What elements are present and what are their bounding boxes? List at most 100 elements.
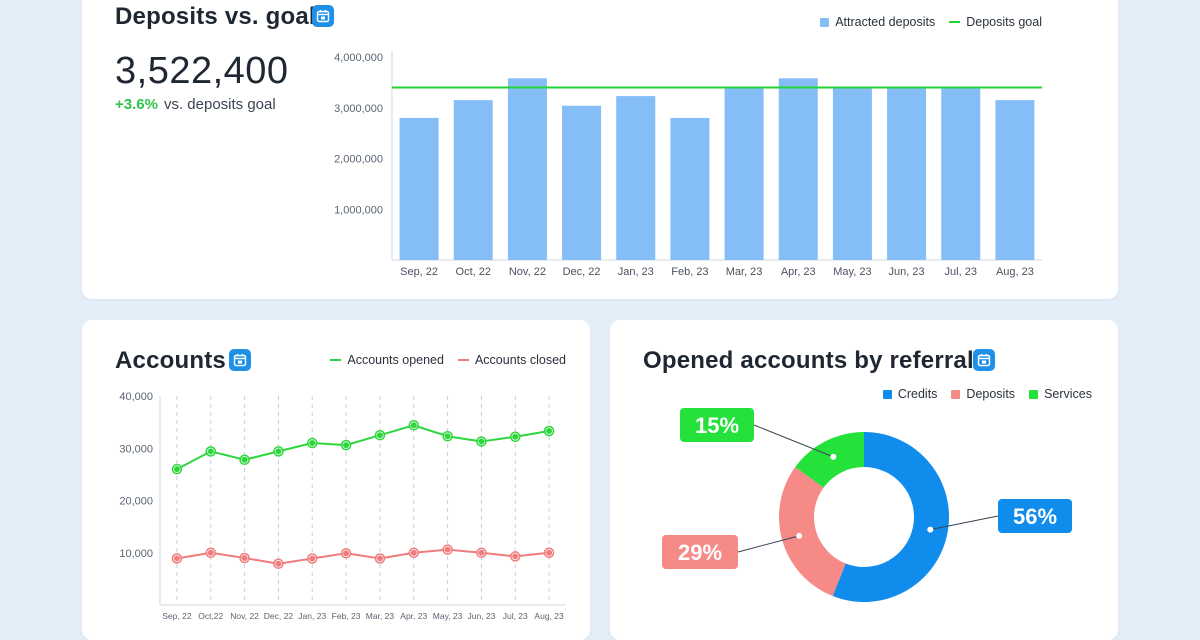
legend-label-deposits: Deposits [966, 387, 1016, 401]
opened-point [207, 448, 214, 455]
closed-point [410, 549, 417, 556]
leader-line [737, 535, 800, 553]
slice-label-box [680, 408, 754, 442]
accounts-card: Accounts Accounts opened Accounts closed… [82, 320, 590, 640]
closed-point [343, 550, 350, 557]
y-tick-label: 1,000,000 [334, 204, 383, 216]
x-tick-label: May, 23 [433, 611, 463, 621]
legend-label-opened: Accounts opened [347, 353, 444, 367]
deposits-delta: +3.6% vs. deposits goal [115, 96, 276, 113]
bar [778, 78, 818, 260]
legend-swatch-goal [949, 21, 961, 23]
legend-swatch-deposits [951, 389, 961, 399]
opened-point [410, 422, 417, 429]
legend-swatch-opened [330, 359, 342, 361]
deposits-title: Deposits vs. goal [115, 3, 316, 30]
bar [941, 87, 981, 260]
slice-marker-dot [927, 526, 934, 533]
legend-item-closed: Accounts closed [457, 353, 566, 367]
referral-title: Opened accounts by referral [643, 347, 974, 374]
donut-slice-credits [832, 432, 949, 602]
x-tick-label: Jul, 23 [945, 266, 977, 278]
x-tick-label: Nov, 22 [230, 611, 259, 621]
legend-label-credits: Credits [897, 387, 938, 401]
slice-label-box [662, 535, 738, 569]
x-tick-label: Jan, 23 [298, 611, 326, 621]
bar [616, 96, 656, 260]
delta-percent: +3.6% [115, 96, 158, 113]
legend-label-services: Services [1044, 387, 1092, 401]
bar [832, 87, 872, 260]
opened-point [173, 466, 180, 473]
accounts-legend: Accounts opened Accounts closed [330, 353, 566, 367]
referral-card: Opened accounts by referral Credits Depo… [610, 320, 1118, 640]
slice-label: 56% [1013, 504, 1057, 529]
opened-series-line [176, 424, 550, 471]
y-tick-label: 10,000 [119, 548, 153, 560]
bar [724, 87, 764, 260]
bar [887, 87, 927, 260]
slice-label: 29% [678, 540, 722, 565]
x-tick-label: Apr, 23 [781, 266, 816, 278]
closed-point [173, 555, 180, 562]
closed-point [478, 549, 485, 556]
closed-point [241, 554, 248, 561]
y-tick-label: 40,000 [119, 391, 153, 403]
legend-label-goal: Deposits goal [966, 15, 1042, 29]
legend-item-attracted: Attracted deposits [820, 15, 935, 29]
y-tick-label: 2,000,000 [334, 154, 383, 166]
deposits-bar-chart: 1,000,000 2,000,000 3,000,000 4,000,000 Sep,… [334, 51, 1042, 278]
legend-item-services: Services [1029, 387, 1092, 401]
donut-slice-services [795, 432, 864, 488]
legend-item-credits: Credits [882, 387, 938, 401]
closed-point [376, 555, 383, 562]
opened-point [478, 438, 485, 445]
legend-swatch-services [1029, 389, 1039, 399]
legend-label-attracted: Attracted deposits [835, 15, 936, 29]
closed-point [546, 549, 553, 556]
calendar-icon[interactable] [973, 349, 995, 371]
closed-point [444, 546, 451, 553]
x-tick-label: Oct, 22 [456, 266, 491, 278]
y-tick-label: 4,000,000 [334, 52, 383, 64]
closed-series-line [176, 548, 550, 565]
x-tick-label: Dec, 22 [563, 266, 601, 278]
opened-point [275, 448, 282, 455]
x-tick-label: Aug, 23 [996, 266, 1034, 278]
x-tick-label: Feb, 23 [671, 266, 708, 278]
x-tick-label: Jan, 23 [618, 266, 654, 278]
accounts-title: Accounts [115, 347, 226, 374]
referral-legend: Credits Deposits Services [882, 387, 1092, 401]
bar [995, 100, 1035, 260]
closed-point [207, 549, 214, 556]
leader-line [930, 515, 999, 531]
legend-swatch-attracted [820, 17, 830, 27]
x-tick-label: Apr, 23 [400, 611, 427, 621]
bar [507, 78, 547, 260]
bar [670, 117, 710, 260]
opened-point [444, 433, 451, 440]
slice-marker-dot [830, 453, 837, 460]
x-tick-label: Jul, 23 [503, 611, 528, 621]
closed-point [275, 560, 282, 567]
legend-item-goal: Deposits goal [949, 15, 1042, 29]
x-tick-label: Oct,22 [198, 611, 223, 621]
legend-item-deposits: Deposits [951, 387, 1015, 401]
calendar-icon[interactable] [229, 349, 251, 371]
delta-label: vs. deposits goal [163, 96, 276, 113]
deposits-total-value: 3,522,400 [115, 50, 289, 92]
opened-point [376, 432, 383, 439]
y-tick-label: 30,000 [119, 443, 153, 455]
x-tick-label: Mar, 23 [366, 611, 395, 621]
deposits-legend: Attracted deposits Deposits goal [820, 15, 1042, 29]
x-tick-label: Jun, 23 [889, 266, 925, 278]
deposits-card: Deposits vs. goal 3,522,400 +3.6% vs. dep… [82, 0, 1118, 299]
legend-swatch-closed [457, 359, 469, 361]
accounts-line-chart: Sep, 22 Oct,22 Nov, 22 Dec, 22 Jan, 23 Feb, 2… [119, 391, 566, 621]
x-tick-label: Mar, 23 [726, 266, 763, 278]
slice-label-box [998, 499, 1072, 533]
legend-label-closed: Accounts closed [474, 353, 566, 367]
calendar-icon[interactable] [312, 5, 334, 27]
opened-point [512, 433, 519, 440]
slice-label: 15% [695, 413, 739, 438]
